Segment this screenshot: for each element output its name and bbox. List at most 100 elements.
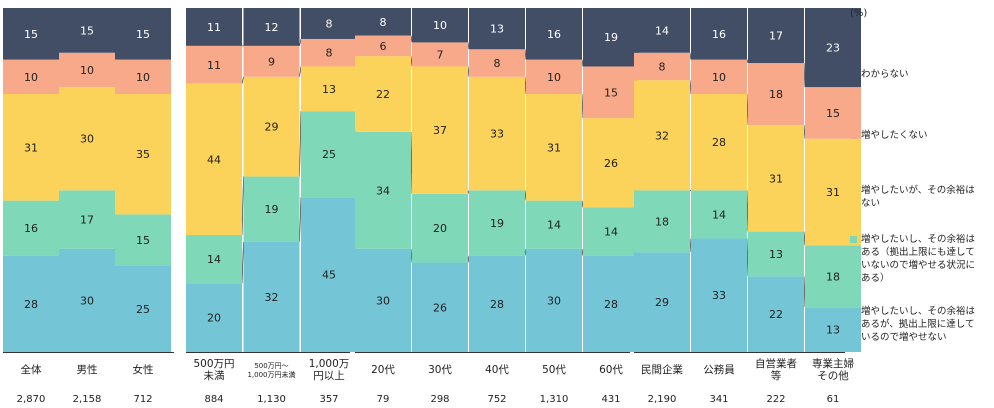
data-label: 31	[769, 172, 783, 185]
data-label: 14	[604, 226, 618, 239]
data-label: 28	[712, 136, 726, 149]
data-label: 14	[655, 24, 669, 37]
category-label: 500万円	[193, 358, 234, 370]
bar-segment	[186, 83, 242, 236]
data-label: 15	[826, 107, 840, 120]
data-label: 32	[655, 129, 669, 142]
legend-item: 増やしたくない	[850, 129, 979, 142]
data-label: 19	[490, 217, 504, 230]
legend-swatch	[850, 132, 857, 139]
sample-count: 2,158	[73, 394, 102, 405]
bar-segment	[412, 8, 468, 43]
data-label: 20	[433, 222, 447, 235]
legend-label: 増やしたいし、その余裕はある（拠出上限にも達していないので増やせる状況にある）	[861, 234, 976, 284]
connector-line	[803, 231, 806, 246]
data-label: 26	[604, 157, 618, 170]
bar-segment	[301, 66, 357, 112]
bar-segment	[412, 66, 468, 194]
data-label: 33	[712, 289, 726, 302]
bar-segment	[186, 45, 242, 84]
bar-segment	[748, 276, 804, 352]
data-label: 8	[380, 16, 387, 29]
bar-segment	[526, 248, 582, 352]
category-label: 1,000万	[309, 358, 350, 370]
connector-line	[410, 56, 413, 67]
bar-segment	[583, 255, 639, 352]
connector-line	[467, 42, 470, 50]
bar-segment	[355, 8, 411, 36]
connector-line	[803, 124, 806, 139]
category-label: 30代	[428, 364, 452, 376]
category-label: 公務員	[703, 363, 735, 376]
legend-item: 増やしたいし、その余裕はあるが、拠出上限に達しているので増やせない	[850, 305, 979, 344]
category-label: 60代	[599, 364, 623, 376]
bar-segment	[412, 262, 468, 352]
data-label: 18	[655, 215, 669, 228]
data-label: 45	[322, 269, 336, 282]
category-label: 50代	[542, 364, 566, 376]
bar-segment	[243, 241, 300, 352]
connector-line	[524, 76, 527, 95]
category-label: 40代	[485, 364, 509, 376]
category-label: その他	[817, 369, 849, 382]
bar-segment	[3, 200, 59, 256]
data-label: 30	[376, 294, 390, 307]
bar-segment	[59, 87, 115, 191]
bar-segment	[526, 59, 582, 94]
connector-line	[524, 49, 527, 60]
data-label: 15	[136, 234, 150, 247]
data-label: 12	[265, 21, 279, 34]
bar-segment	[115, 59, 171, 94]
sample-count: 298	[430, 394, 449, 405]
connector-line	[581, 248, 584, 256]
data-label: 13	[826, 324, 840, 337]
data-label: 31	[547, 141, 561, 154]
bar-segment	[186, 283, 242, 352]
bar-segment	[469, 49, 525, 77]
category-label: 未満	[204, 370, 225, 382]
data-label: 16	[712, 28, 726, 41]
bar-segment	[634, 80, 690, 191]
data-label: 29	[265, 121, 279, 134]
connector-line	[299, 111, 302, 177]
data-label: 30	[80, 133, 94, 146]
bar-segment	[355, 56, 411, 132]
bar-segment	[355, 248, 411, 352]
bar-segment	[301, 38, 357, 67]
sample-count: 341	[709, 394, 728, 405]
bar-segment	[355, 35, 411, 57]
bar-segment	[634, 52, 690, 81]
bar-segment	[243, 45, 300, 77]
connector-line	[299, 197, 302, 242]
data-label: 14	[207, 253, 221, 266]
bar-segment	[301, 8, 357, 39]
data-label: 35	[136, 148, 150, 161]
connector-line	[524, 190, 527, 201]
data-label: 15	[604, 86, 618, 99]
sample-count: 2,870	[17, 394, 46, 405]
data-label: 19	[604, 31, 618, 44]
sample-count: 1,130	[257, 394, 286, 405]
connector-line	[803, 276, 806, 308]
connector-line	[803, 63, 806, 88]
bar-segment	[115, 8, 171, 60]
bar-segment	[691, 94, 747, 191]
data-label: 8	[326, 17, 333, 30]
bar-segment	[59, 52, 115, 88]
bar-segment	[412, 193, 468, 263]
data-label: 16	[24, 222, 38, 235]
connector-line	[467, 255, 470, 263]
data-label: 16	[547, 28, 561, 41]
sample-count: 2,190	[648, 394, 677, 405]
bar-segment	[691, 59, 747, 94]
bar-segment	[691, 8, 747, 60]
legend-label: 増やしたくない	[861, 130, 928, 141]
legend-label: わからない	[861, 69, 909, 80]
connector-line	[410, 35, 413, 43]
category-label: 専業主婦	[812, 357, 854, 370]
bar-segment	[583, 66, 639, 119]
data-label: 14	[547, 219, 561, 232]
bar-segment	[748, 124, 804, 232]
sample-count: 752	[487, 394, 506, 405]
data-label: 10	[547, 71, 561, 84]
